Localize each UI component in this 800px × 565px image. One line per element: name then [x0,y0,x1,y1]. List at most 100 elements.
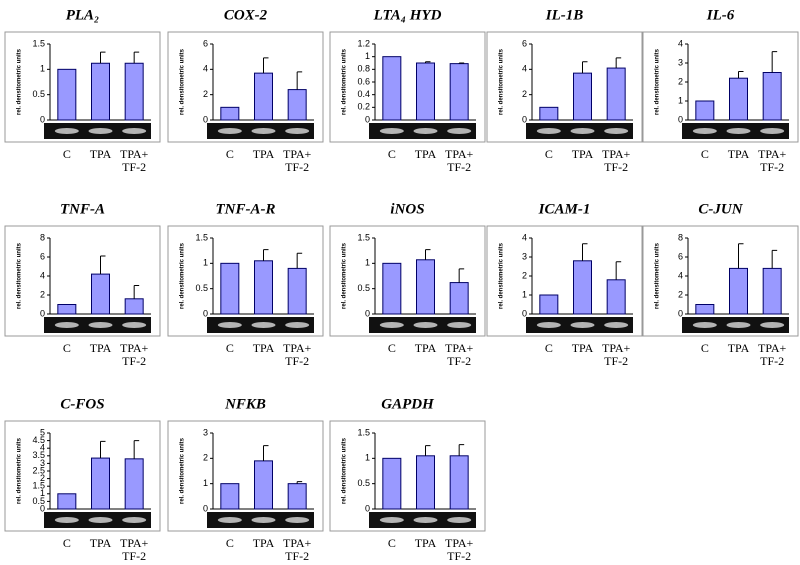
bar [287,89,307,121]
y-axis-label: rel. densitometric units [17,242,23,309]
y-tick-label: 6 [203,38,208,48]
y-tick-label: 0.5 [32,496,45,506]
y-tick-label: 2 [678,76,683,86]
error-bar [425,445,431,456]
x-tick-label: C [387,147,396,161]
y-axis-label: rel. densitometric units [180,48,186,115]
gel-band [285,128,310,134]
y-axis-label: rel. densitometric units [499,242,505,309]
x-tick-label: TPA [414,536,437,550]
y-axis-label: rel. densitometric units [17,48,23,115]
x-tick-label: TPA [89,341,112,355]
y-tick-label: 0 [678,308,683,318]
bar [729,77,748,121]
gel-band [379,517,404,523]
y-axis-label: rel. densitometric units [180,437,186,504]
bar [416,62,435,121]
chart-title: C-FOS [60,396,104,412]
x-tick-label: TPA [414,341,437,355]
x-tick-label: TPA+ TF-2 [444,536,474,563]
error-bar [738,243,744,269]
bar [254,72,273,121]
bar [606,279,626,315]
chart-title: C-JUN [698,201,743,217]
bar [254,260,273,315]
x-tick-label: C [62,147,71,161]
chart-title: PLA₂ [66,7,100,23]
gel-band [251,322,276,328]
chart-title: ICAM-1 [538,201,591,217]
chart-title: IL-6 [706,7,735,23]
error-bar [296,252,303,269]
gel-band [692,128,717,134]
x-tick-label: TPA [252,536,275,550]
gel-band [413,322,438,328]
bar [91,457,110,510]
y-tick-label: 1 [365,51,370,61]
y-tick-label: 1 [365,453,370,463]
y-tick-label: 2 [203,89,208,99]
bar [382,457,402,510]
bar [449,282,469,315]
gel-band [54,322,79,328]
gel-band [570,128,595,134]
y-tick-label: 4 [678,38,683,48]
y-tick-label: 1.5 [357,232,370,242]
x-tick-label: C [544,341,553,355]
bar [124,298,144,315]
error-bar [458,444,465,456]
gel-band [122,517,147,523]
x-tick-label: TPA [252,341,275,355]
y-tick-label: 0 [365,503,370,513]
y-tick-label: 3 [40,458,45,468]
gel-band [88,128,113,134]
x-tick-label: TPA [89,147,112,161]
bar [57,304,77,315]
y-tick-label: 1 [365,258,370,268]
x-tick-label: TPA [571,147,594,161]
error-bar [100,255,106,275]
x-tick-label: C [700,341,709,355]
gel-band [536,322,561,328]
bar [573,72,592,121]
gel-band [217,322,242,328]
bar [416,455,435,510]
bar [220,106,240,121]
gel-band [122,322,147,328]
x-tick-label: C [544,147,553,161]
y-tick-label: 0 [203,503,208,513]
bar [573,260,592,315]
y-tick-label: 8 [40,232,45,242]
gel-band [88,517,113,523]
x-tick-label: TPA+ TF-2 [119,341,149,368]
y-tick-label: 0 [40,503,45,513]
bar [416,259,435,315]
y-tick-label: 4 [522,64,527,74]
bar [539,294,559,315]
y-tick-label: 0 [365,308,370,318]
y-axis-label: rel. densitometric units [180,242,186,309]
bar [539,106,559,121]
bar [220,262,240,315]
bar [91,62,110,121]
x-tick-label: C [387,536,396,550]
gel-band [217,128,242,134]
y-tick-label: 4 [678,270,683,280]
error-bar [458,268,465,283]
y-tick-label: 2 [522,89,527,99]
bar [220,483,240,510]
x-tick-label: C [62,341,71,355]
bar [382,262,402,315]
gel-band [54,128,79,134]
bar [762,267,782,315]
y-axis-label: rel. densitometric units [342,437,348,504]
error-bar [582,243,588,261]
bar [729,267,748,315]
chart-title: NFKB [224,396,266,412]
panel-frame [167,225,324,337]
y-tick-label: 0 [203,308,208,318]
bar [91,273,110,315]
y-tick-label: 4 [203,64,208,74]
y-tick-label: 1 [203,258,208,268]
